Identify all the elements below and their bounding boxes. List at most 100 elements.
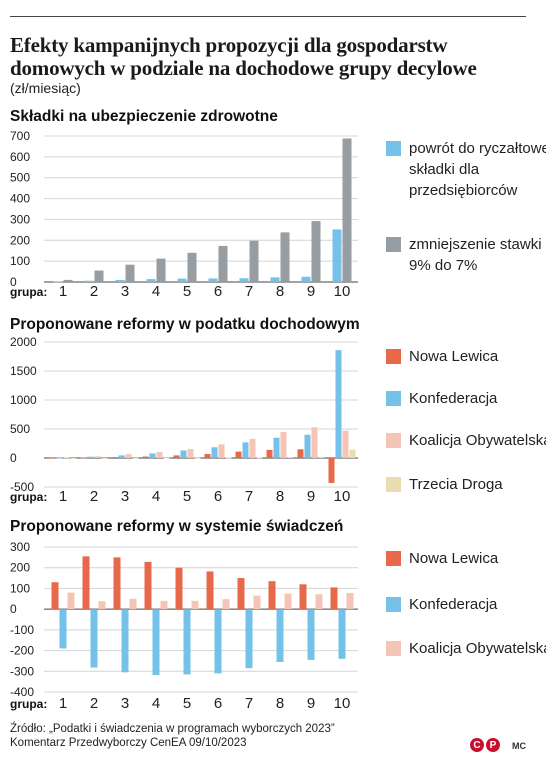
bar [118, 455, 125, 458]
x-tick-label: 8 [276, 283, 284, 300]
bar [194, 457, 201, 459]
x-tick-label: 7 [245, 695, 253, 712]
x-tick-label: 2 [90, 695, 98, 712]
bar [256, 457, 263, 459]
bar [90, 609, 98, 668]
bar [249, 438, 256, 458]
y-tick-label: 300 [10, 212, 30, 226]
x-tick-label: 2 [90, 283, 98, 300]
y-tick-label: -400 [10, 685, 34, 699]
legend-item: Koalicja Obywatelska [386, 430, 546, 451]
bar [111, 457, 118, 458]
legend-swatch [386, 597, 401, 612]
bar [121, 609, 129, 673]
bar [204, 453, 211, 458]
y-tick-label: 500 [10, 171, 30, 185]
legend-item: zmniejszenie stawki z 9% do 7% [386, 234, 546, 276]
bar [177, 278, 187, 282]
bar [338, 609, 346, 659]
legend-item: Konfederacja [386, 594, 546, 615]
page-subtitle: (zł/miesiąc) [10, 80, 81, 96]
legend-label: Nowa Lewica [409, 550, 499, 567]
x-tick-label: 7 [245, 283, 253, 300]
bar [87, 456, 94, 458]
x-tick-label: 5 [183, 283, 191, 300]
y-tick-label: 700 [10, 129, 30, 143]
bar [152, 609, 160, 676]
legend-label: Konfederacja [409, 390, 498, 407]
bar [175, 567, 183, 610]
bar [53, 281, 63, 283]
bar [113, 557, 121, 610]
y-tick-label: 400 [10, 192, 30, 206]
bar [299, 584, 307, 610]
legend-item: Konfederacja [386, 388, 546, 409]
x-tick-label: 4 [152, 283, 160, 300]
bar [180, 450, 187, 458]
bar [342, 430, 349, 458]
bar [63, 457, 70, 459]
legend-swatch [386, 141, 401, 156]
x-tick-label: 1 [59, 283, 67, 300]
bar [253, 595, 261, 610]
x-tick-label: 1 [59, 695, 67, 712]
y-tick-label: 100 [10, 581, 30, 595]
y-tick-label: 1500 [10, 364, 37, 378]
bar [144, 561, 152, 610]
bar [249, 240, 259, 282]
bar [242, 442, 249, 458]
top-rule [10, 16, 526, 17]
bar [163, 457, 170, 459]
x-tick-label: 6 [214, 695, 222, 712]
logo-letter: C [470, 738, 484, 752]
author-initials: MC [512, 741, 526, 751]
bar [266, 449, 273, 458]
y-tick-label: 2000 [10, 335, 37, 349]
chart-title-income-tax: Proponowane reformy w podatku dochodowym [10, 316, 360, 333]
bar [268, 581, 276, 610]
bar [187, 252, 197, 282]
bar [142, 456, 149, 458]
source-line-2: Komentarz Przedwyborczy CenEA 09/10/2023 [10, 737, 247, 749]
x-tick-label: 9 [307, 283, 315, 300]
bar [82, 556, 90, 610]
bar [214, 609, 222, 674]
legend-label: powrót do ryczałtowej składki dla przeds… [409, 140, 546, 199]
x-tick-label: 9 [307, 695, 315, 712]
bar [160, 600, 168, 610]
source-note: Źródło: „Podatki i świadczenia w program… [10, 722, 335, 750]
bar [208, 278, 218, 282]
bar [149, 453, 156, 458]
legend-swatch [386, 551, 401, 566]
bar [276, 609, 284, 662]
y-tick-label: 0 [10, 602, 17, 616]
bar [146, 279, 156, 282]
bar [59, 609, 67, 649]
category-axis-label: grupa: [10, 697, 47, 711]
bar [94, 456, 101, 458]
y-tick-label: 200 [10, 561, 30, 575]
bar [301, 276, 311, 282]
x-tick-label: 10 [334, 488, 351, 505]
bar [51, 582, 59, 610]
legend-swatch [386, 391, 401, 406]
legend-item: powrót do ryczałtowej składki dla przeds… [386, 138, 546, 201]
bar [132, 457, 139, 459]
bar [297, 449, 304, 458]
legend-item: Nowa Lewica [386, 346, 546, 367]
bar [237, 578, 245, 610]
bar [307, 609, 315, 660]
bar [115, 279, 125, 282]
x-tick-label: 8 [276, 488, 284, 505]
bar [156, 258, 166, 282]
bar [280, 232, 290, 282]
category-axis-label: grupa: [10, 490, 47, 504]
bar [183, 609, 191, 675]
x-tick-label: 6 [214, 283, 222, 300]
bar [125, 264, 135, 282]
bar [270, 277, 280, 282]
legend-label: Koalicja Obywatelska [409, 432, 546, 449]
y-tick-label: -200 [10, 644, 34, 658]
bar [311, 427, 318, 458]
bar [67, 592, 75, 610]
